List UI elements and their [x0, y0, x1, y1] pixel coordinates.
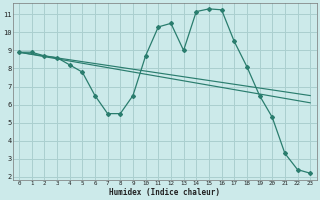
X-axis label: Humidex (Indice chaleur): Humidex (Indice chaleur)	[109, 188, 220, 197]
